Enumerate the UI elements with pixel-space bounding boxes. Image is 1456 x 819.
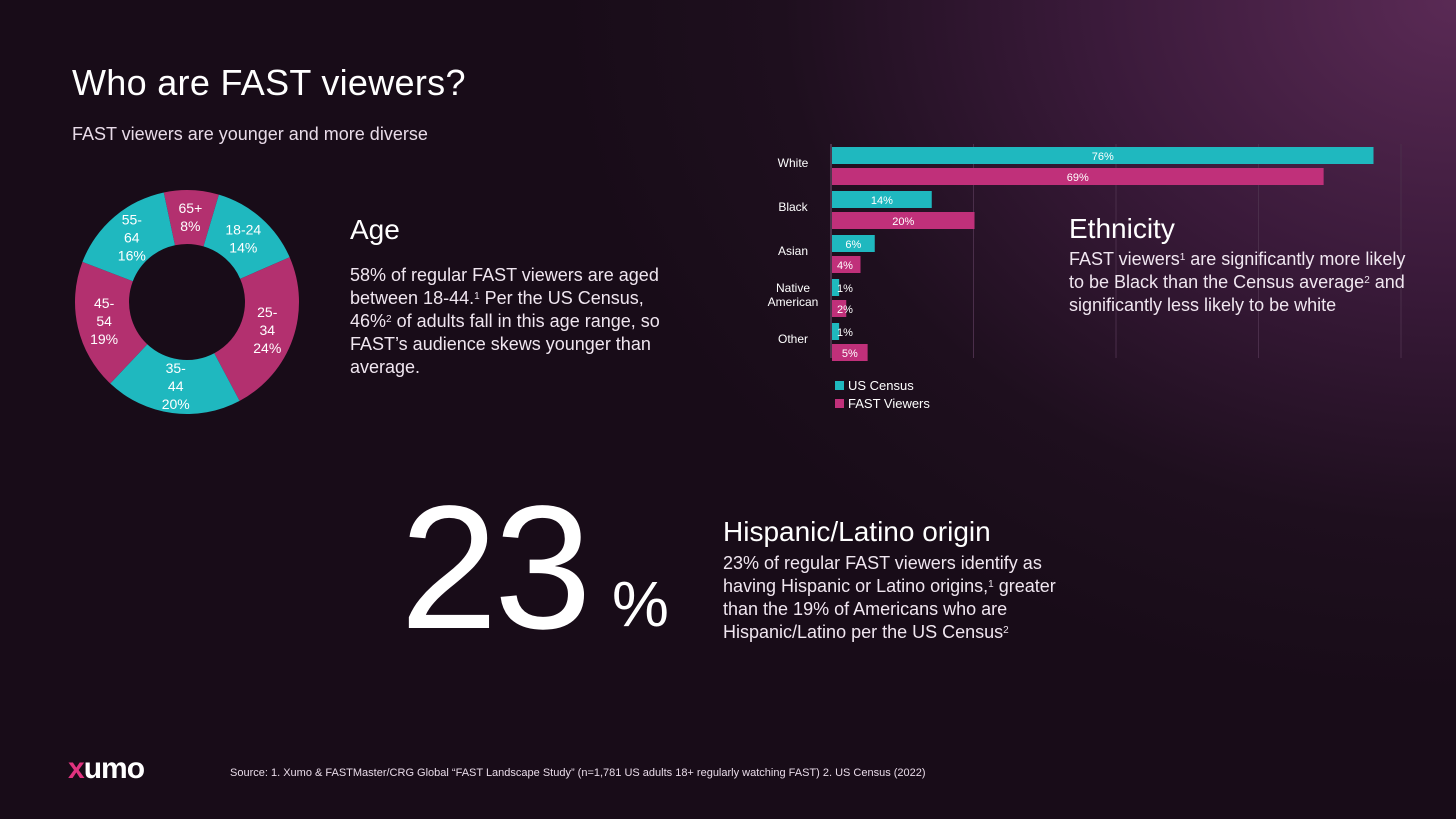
eth-text-1: FAST viewers: [1069, 249, 1180, 269]
ethnicity-bar-chart: White 76%69% Black 14% 20% Asian 6% 4% NativeAme…: [768, 144, 1402, 411]
legend-swatch: [835, 381, 844, 390]
donut-slice: [203, 194, 290, 279]
bar: [832, 147, 1374, 164]
donut-category-label: 34: [259, 322, 275, 338]
bar-value-label: 5%: [842, 348, 858, 360]
donut-category-label: 18-24: [225, 221, 261, 237]
page-title: Who are FAST viewers?: [72, 62, 466, 103]
hisp-text-1: 23% of regular FAST viewers identify as …: [723, 553, 1042, 596]
bar-value-label: 14%: [871, 195, 893, 207]
donut-category-label: 35-: [166, 360, 187, 376]
donut-slice: [110, 344, 240, 414]
footnote-2: 2: [386, 314, 392, 325]
donut-category-label: 54: [96, 313, 112, 329]
age-text-3: of adults fall in this age range, so FAS…: [350, 311, 660, 377]
footnote-2: 2: [1364, 275, 1370, 286]
bar: [832, 279, 840, 296]
donut-category-label: 45-: [94, 295, 115, 311]
hispanic-description: 23% of regular FAST viewers identify as …: [723, 552, 1083, 644]
donut-slice: [214, 257, 299, 401]
bar-value-label: 2%: [837, 304, 853, 316]
hispanic-big-number: 23: [400, 470, 592, 666]
xumo-logo: xumo: [68, 752, 145, 786]
age-text-1: 58% of regular FAST viewers are aged bet…: [350, 265, 659, 308]
category-label: Asian: [778, 244, 808, 258]
footnote-1: 1: [474, 291, 480, 302]
page-subtitle: FAST viewers are younger and more divers…: [72, 124, 428, 144]
category-label: Other: [778, 332, 808, 346]
hispanic-heading: Hispanic/Latino origin: [723, 516, 991, 547]
donut-value-label: 24%: [253, 340, 281, 356]
hispanic-big-percent-sign: %: [612, 568, 669, 640]
footnote-1: 1: [988, 579, 994, 590]
donut-value-label: 14%: [229, 239, 257, 255]
bar: [832, 256, 861, 273]
ethnicity-description: FAST viewers1 are significantly more lik…: [1069, 248, 1409, 317]
category-label: American: [768, 295, 819, 309]
donut-category-label: 64: [124, 229, 140, 245]
footnote-2: 2: [1003, 625, 1009, 636]
bar-value-label: 1%: [837, 327, 853, 339]
bar-value-label: 76%: [1092, 151, 1114, 163]
ethnicity-heading: Ethnicity: [1069, 213, 1175, 244]
donut-value-label: 16%: [118, 247, 146, 263]
legend-label: US Census: [848, 378, 914, 393]
donut-value-label: 20%: [162, 396, 190, 412]
age-donut-chart: 65+ 8% 18-24 14% 25- 34 24% 35- 44 20% 45- 54 19% 55-…: [75, 190, 299, 414]
category-label: White: [778, 156, 809, 170]
category-label: Black: [778, 200, 808, 214]
donut-slice: [163, 190, 219, 247]
hisp-text-2: greater than the 19% of Americans who ar…: [723, 576, 1056, 642]
eth-text-3: and significantly less likely to be whit…: [1069, 272, 1405, 315]
donut-value-label: 19%: [90, 331, 118, 347]
bar: [832, 323, 840, 340]
legend-swatch: [835, 399, 844, 408]
bar: [832, 168, 1324, 185]
eth-text-2: are significantly more likely to be Blac…: [1069, 249, 1406, 292]
age-text-2: Per the US Census, 46%: [350, 288, 644, 331]
bar-value-label: 4%: [837, 260, 853, 272]
bar: [832, 191, 932, 208]
bar-value-label: 6%: [845, 239, 861, 251]
donut-slice: [75, 261, 148, 384]
donut-slice: [82, 192, 175, 282]
donut-category-label: 25-: [257, 304, 278, 320]
legend-label: FAST Viewers: [848, 396, 930, 411]
bar: [832, 235, 875, 252]
category-label: Native: [776, 281, 810, 295]
bar-value-label: 69%: [1067, 172, 1089, 184]
donut-value-label: 8%: [180, 218, 200, 234]
bar-value-label: 1%: [837, 283, 853, 295]
logo-x: x: [68, 752, 85, 785]
age-heading: Age: [350, 214, 400, 245]
donut-category-label: 55-: [122, 211, 143, 227]
bar: [832, 344, 868, 361]
donut-category-label: 44: [168, 378, 184, 394]
footnote-1: 1: [1179, 252, 1186, 263]
bar-value-label: 20%: [892, 216, 914, 228]
donut-category-label: 65+: [179, 200, 203, 216]
logo-umo: umo: [83, 752, 145, 785]
bar: [832, 212, 975, 229]
age-description: 58% of regular FAST viewers are aged bet…: [350, 264, 670, 379]
bar: [832, 300, 847, 317]
source-note: Source: 1. Xumo & FASTMaster/CRG Global …: [230, 767, 926, 779]
